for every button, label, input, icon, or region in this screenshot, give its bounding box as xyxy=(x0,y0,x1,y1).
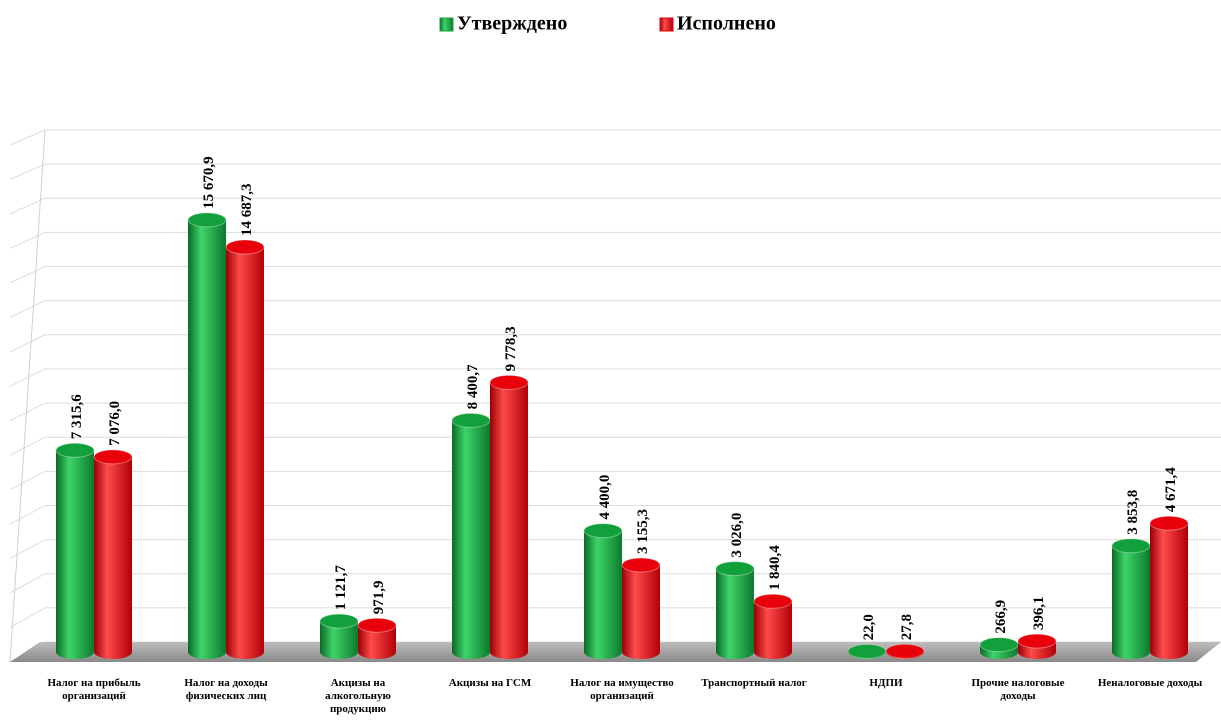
bar-body xyxy=(622,564,660,659)
bar xyxy=(1111,538,1151,659)
bar-cap xyxy=(1111,538,1151,554)
wall-line xyxy=(9,163,1221,180)
x-tick-label: Налог на имущество организаций xyxy=(570,677,674,702)
bar-body xyxy=(584,530,622,659)
x-tick-label: Налог на прибыль организаций xyxy=(47,677,141,702)
legend-label: Утверждено xyxy=(457,13,567,35)
bar-body xyxy=(452,420,490,659)
bar xyxy=(451,412,491,659)
bar xyxy=(319,613,359,659)
bar-body xyxy=(358,625,396,659)
legend-swatch xyxy=(659,17,674,32)
x-tick-label: НДПИ xyxy=(869,677,903,689)
bar-cap xyxy=(1149,515,1189,531)
wall-line xyxy=(9,129,1221,146)
bar-cap xyxy=(451,412,491,428)
bar-cap xyxy=(489,374,529,390)
value-label: 14 687,3 xyxy=(239,184,255,237)
bar-cap xyxy=(225,239,265,255)
bar-cap xyxy=(753,593,793,609)
bar xyxy=(187,212,227,659)
bar-body xyxy=(716,568,754,659)
bar xyxy=(1149,515,1189,659)
wall-line xyxy=(9,436,1221,456)
bar xyxy=(489,374,529,659)
value-label: 15 670,9 xyxy=(201,156,217,209)
bar-body xyxy=(226,247,264,659)
bar xyxy=(715,561,755,659)
value-label: 8 400,7 xyxy=(465,364,481,410)
side-wall-edge xyxy=(9,129,46,663)
value-label: 971,9 xyxy=(371,580,387,614)
value-label: 22,0 xyxy=(861,614,877,640)
wall-line xyxy=(9,607,1221,628)
bar-cap xyxy=(979,637,1019,653)
value-label: 4 400,0 xyxy=(597,475,613,520)
bar xyxy=(55,442,95,659)
x-tick-label: Прочие налоговые доходы xyxy=(971,677,1065,702)
bar xyxy=(357,617,397,659)
bar-body xyxy=(1150,523,1188,659)
bar-body xyxy=(490,382,528,659)
bar-cap xyxy=(715,561,755,577)
bar xyxy=(225,239,265,659)
bar xyxy=(885,643,925,659)
wall-line xyxy=(9,334,1221,353)
bar-body xyxy=(754,601,792,659)
legend-swatch xyxy=(439,17,454,32)
bar xyxy=(583,523,623,659)
value-label: 3 155,3 xyxy=(635,509,651,554)
value-label: 4 671,4 xyxy=(1163,467,1179,513)
x-tick-label: Акцизы на алкогольную продукцию xyxy=(325,677,391,715)
wall-line xyxy=(9,539,1221,560)
x-tick-label: Транспортный налог xyxy=(701,677,807,689)
x-tick-label: Акцизы на ГСМ xyxy=(448,677,532,689)
value-label: 1 121,7 xyxy=(333,565,349,611)
legend-label: Исполнено xyxy=(677,13,776,35)
bar-cap xyxy=(357,617,397,633)
value-label: 3 026,0 xyxy=(729,513,745,558)
wall-line xyxy=(9,300,1221,318)
wall-line xyxy=(9,368,1221,387)
bar-body xyxy=(1112,545,1150,659)
wall-line xyxy=(9,504,1221,525)
x-tick-label: Налог на доходы физических лиц xyxy=(184,677,268,702)
bar-body xyxy=(56,450,94,659)
wall-line xyxy=(9,402,1221,422)
value-label: 396,1 xyxy=(1031,596,1047,630)
bar-cap xyxy=(621,557,661,573)
bar xyxy=(621,557,661,659)
bar-cap xyxy=(187,212,227,228)
value-label: 1 840,4 xyxy=(767,545,783,591)
bar-cap xyxy=(847,643,887,659)
value-label: 7 076,0 xyxy=(107,401,123,446)
bar-body xyxy=(188,219,226,659)
bar-body xyxy=(94,456,132,659)
value-label: 9 778,3 xyxy=(503,326,519,371)
bar xyxy=(753,593,793,659)
bar xyxy=(1017,633,1057,659)
wall-line xyxy=(9,266,1221,284)
bar-cap xyxy=(55,442,95,458)
x-tick-label: Неналоговые доходы xyxy=(1097,677,1203,689)
bar-cap xyxy=(885,643,925,659)
bar xyxy=(979,637,1019,659)
bar-cap xyxy=(319,613,359,629)
wall-line xyxy=(9,573,1221,594)
wall-line xyxy=(9,197,1221,215)
value-label: 7 315,6 xyxy=(69,394,85,440)
bar-body xyxy=(320,621,358,659)
value-label: 3 853,8 xyxy=(1125,490,1141,535)
wall-line xyxy=(9,231,1221,249)
bar-cap xyxy=(93,449,133,465)
bar-cap xyxy=(583,523,623,539)
bar-cap xyxy=(1017,633,1057,649)
bar xyxy=(93,449,133,659)
value-label: 27,8 xyxy=(899,614,915,640)
value-label: 266,9 xyxy=(993,600,1009,634)
bar xyxy=(847,643,887,659)
